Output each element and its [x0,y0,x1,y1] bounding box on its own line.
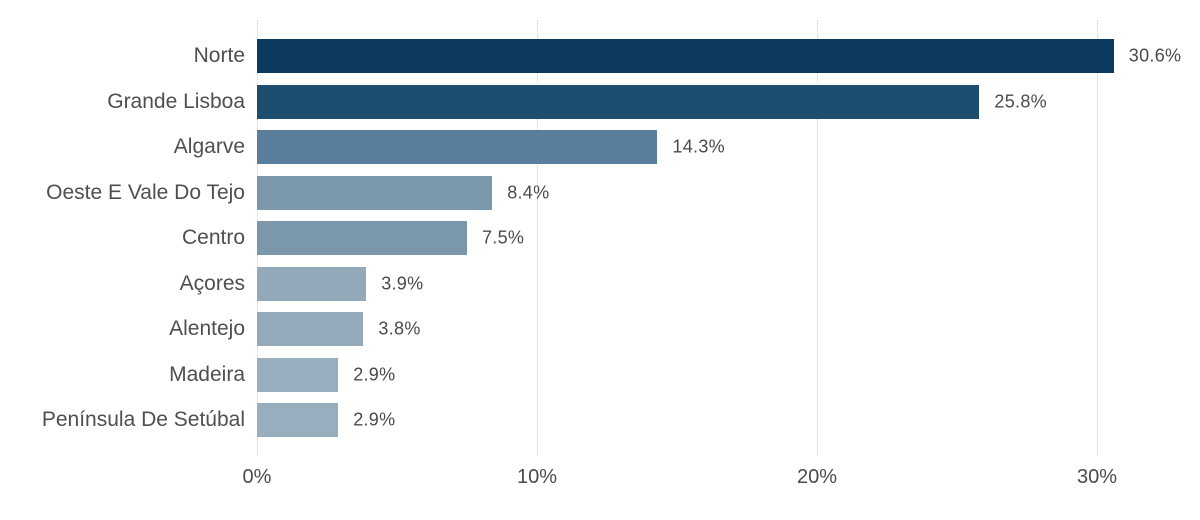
category-label-madeira[interactable]: Madeira [169,362,245,386]
category-label-grande-lisboa[interactable]: Grande Lisboa [107,89,245,113]
value-label: 2.9% [353,364,396,384]
bar-row: 14.3% [257,130,1102,164]
value-label: 25.8% [994,91,1047,111]
bar-row: 2.9% [257,403,1102,437]
bar-row: 3.8% [257,312,1102,346]
bar-península-de-setúbal[interactable] [257,403,339,437]
category-label-norte[interactable]: Norte [193,44,245,67]
category-label-oeste-e-vale-do-tejo[interactable]: Oeste E Vale Do Tejo [46,180,245,204]
bar-norte[interactable] [257,39,1114,73]
gridline-30% [1097,20,1098,456]
x-axis: 0% 10% 20% 30% [0,466,1200,496]
value-label: 8.4% [507,182,550,202]
category-label-península-de-setúbal[interactable]: Península De Setúbal [41,408,245,431]
bar-açores[interactable] [257,266,367,301]
value-label: 30.6% [1128,45,1182,66]
gridline-20% [817,20,818,456]
value-label: 3.9% [381,273,424,293]
bar-row: 30.6% [257,39,1181,73]
x-tick-label: 10% [516,466,558,488]
bar-row: 8.4% [257,175,1102,210]
category-label-açores[interactable]: Açores [179,271,245,295]
gridline-10% [537,20,538,456]
value-label: 2.9% [353,409,396,430]
value-label: 7.5% [482,227,525,248]
bar-alentejo[interactable] [257,312,364,346]
bar-row: 7.5% [257,221,1102,255]
bar-grande-lisboa[interactable] [257,84,980,119]
value-label: 3.8% [378,318,421,339]
category-label-algarve[interactable]: Algarve [173,135,245,158]
category-label-centro[interactable]: Centro [181,226,245,249]
x-tick-label: 0% [242,466,272,488]
category-label-alentejo[interactable]: Alentejo [169,317,245,340]
bar-row: 25.8% [257,84,1102,119]
category-axis: Norte Grande Lisboa Algarve Oeste E Vale Do… [0,20,245,456]
bar-row: 2.9% [257,357,1102,392]
bar-madeira[interactable] [257,357,339,392]
x-tick-label: 30% [1076,466,1118,488]
bar-centro[interactable] [257,221,467,255]
bar-row: 3.9% [257,266,1102,301]
plot-area: 30.6% 25.8% 14.3% 8.4% 7.5% 3.9% 3.8% 2.9% 2.9% [257,20,1181,456]
bar-algarve[interactable] [257,130,658,164]
x-tick-label: 20% [796,466,838,488]
value-label: 14.3% [672,136,725,157]
bar-oeste-e-vale-do-tejo[interactable] [257,175,493,210]
